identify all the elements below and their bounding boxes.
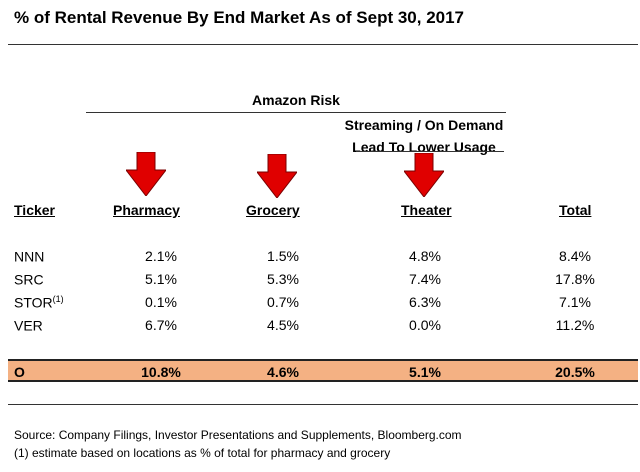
theater-cell: 4.8%: [409, 248, 441, 264]
highlight-row: O 10.8% 4.6% 5.1% 20.5%: [8, 359, 638, 382]
pharmacy-cell: 6.7%: [145, 317, 177, 333]
grocery-cell: 1.5%: [267, 248, 299, 264]
grocery-cell: 0.7%: [267, 294, 299, 310]
column-header-theater: Theater: [401, 202, 452, 218]
total-cell: 7.1%: [559, 294, 591, 310]
page-title: % of Rental Revenue By End Market As of …: [14, 8, 465, 27]
streaming-underline: [356, 151, 504, 152]
footnote: (1) estimate based on locations as % of …: [14, 446, 391, 460]
footer-divider: [8, 404, 638, 405]
total-cell: 20.5%: [555, 364, 595, 380]
ticker-cell: VER: [14, 317, 43, 334]
streaming-header-line1: Streaming / On Demand: [344, 117, 504, 133]
amazon-risk-group: Amazon Risk: [86, 92, 506, 113]
column-header-ticker: Ticker: [14, 202, 55, 218]
column-header-total: Total: [559, 202, 592, 218]
grocery-cell: 4.5%: [267, 317, 299, 333]
down-arrow-icon: [404, 153, 444, 197]
pharmacy-cell: 0.1%: [145, 294, 177, 310]
down-arrow-icon: [257, 154, 297, 198]
amazon-risk-underline: [86, 112, 506, 113]
ticker-cell: NNN: [14, 248, 45, 265]
ticker-cell: O: [14, 364, 25, 380]
theater-cell: 7.4%: [409, 271, 441, 287]
column-header-pharmacy: Pharmacy: [113, 202, 180, 218]
pharmacy-cell: 5.1%: [145, 271, 177, 287]
pharmacy-cell: 10.8%: [141, 364, 181, 380]
amazon-risk-label: Amazon Risk: [252, 92, 340, 108]
pharmacy-cell: 2.1%: [145, 248, 177, 264]
theater-cell: 0.0%: [409, 317, 441, 333]
ticker-cell: STOR(1): [14, 294, 64, 311]
ticker-cell: SRC: [14, 271, 44, 288]
theater-cell: 6.3%: [409, 294, 441, 310]
down-arrow-icon: [126, 152, 166, 196]
total-cell: 8.4%: [559, 248, 591, 264]
source-note: Source: Company Filings, Investor Presen…: [14, 428, 462, 442]
column-header-grocery: Grocery: [246, 202, 300, 218]
grocery-cell: 4.6%: [267, 364, 299, 380]
grocery-cell: 5.3%: [267, 271, 299, 287]
title-divider: [8, 44, 638, 45]
total-cell: 17.8%: [555, 271, 595, 287]
theater-cell: 5.1%: [409, 364, 441, 380]
total-cell: 11.2%: [555, 317, 595, 333]
